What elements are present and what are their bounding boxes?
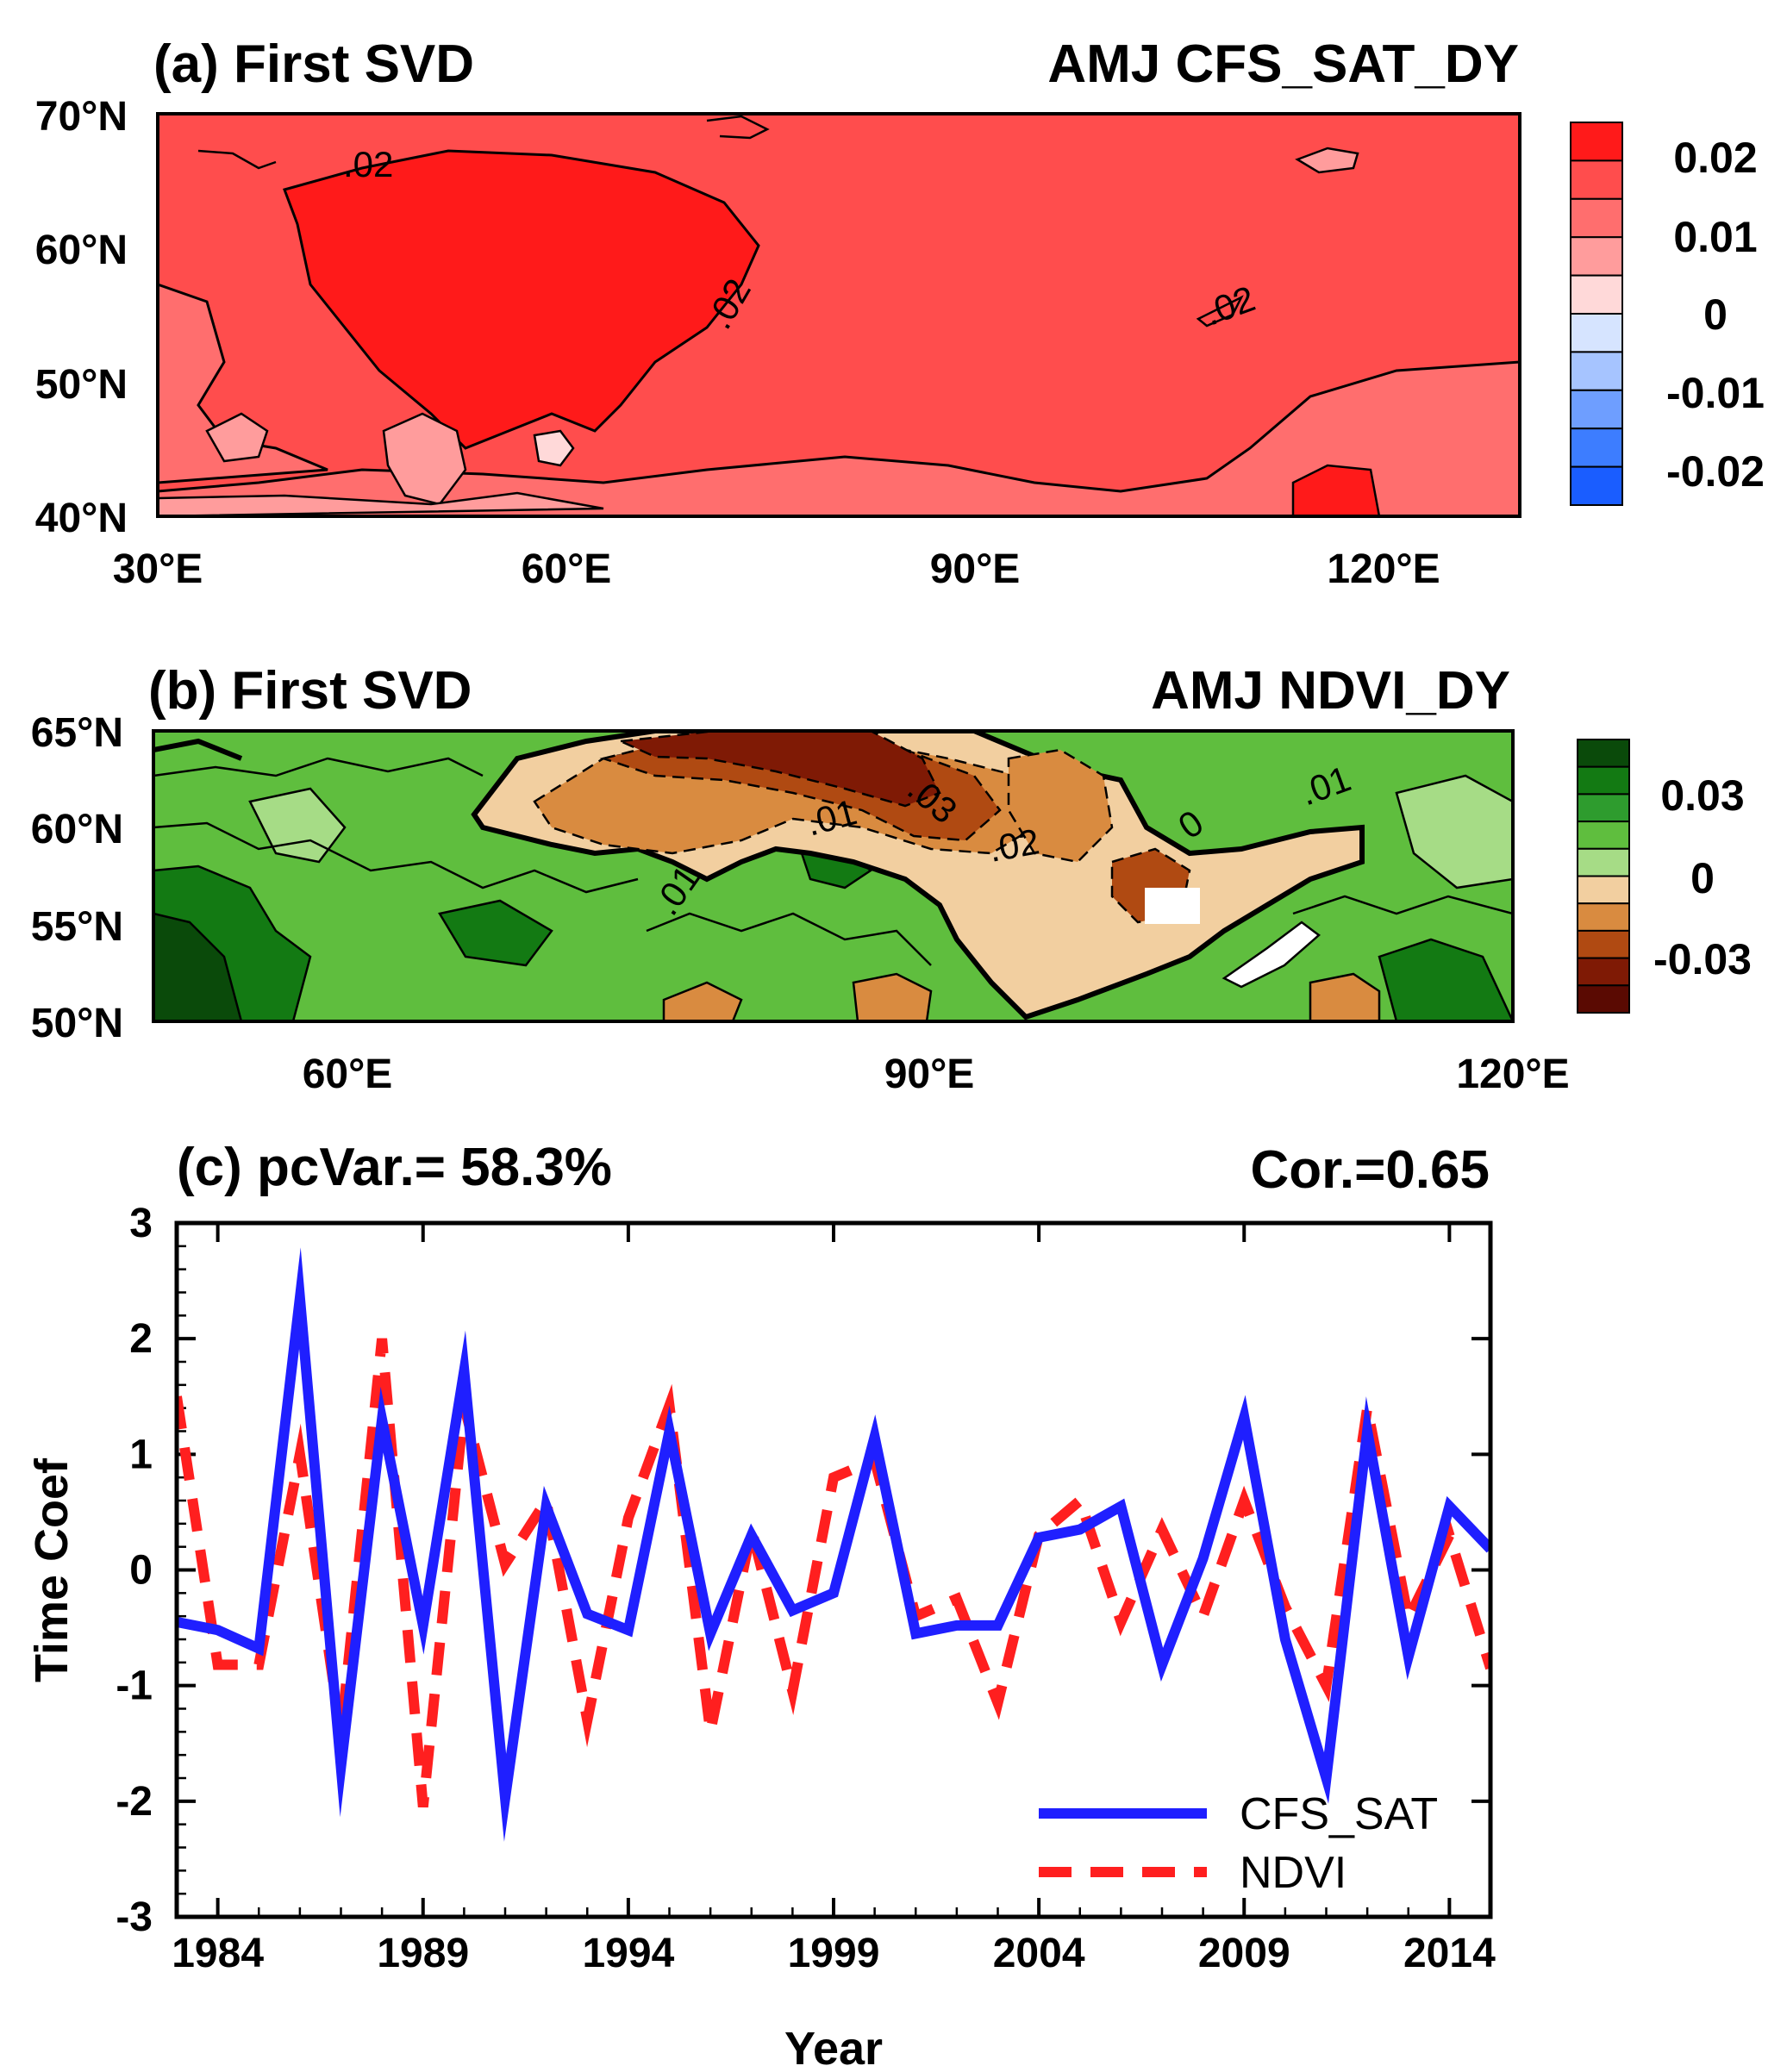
panel-b-colorbar-swatch-7	[1577, 929, 1630, 959]
panel-a-colorbar-swatch-6	[1570, 351, 1623, 391]
panel-b-y-tick-60n: 60°N	[31, 807, 123, 852]
panel-a-title-left: (a) First SVD	[153, 34, 474, 94]
x-tick-label: 2009	[1198, 1931, 1290, 1976]
y-tick-label: 0	[129, 1548, 153, 1594]
x-tick-label: 2014	[1403, 1931, 1496, 1976]
panel-a-contour-label-1: .02	[343, 144, 393, 184]
panel-a: (a) First SVD AMJ CFS_SAT_DY .02 .02 .02…	[35, 34, 1765, 592]
panel-b-colorbar-swatch-4	[1577, 847, 1630, 877]
panel-b-x-tick-120e: 120°E	[1456, 1052, 1569, 1097]
series-line-cfs-sat	[177, 1247, 1490, 1842]
panel-c-series	[177, 1247, 1490, 1842]
panel-a-y-tick-50n: 50°N	[35, 362, 128, 408]
panel-a-colorbar-swatch-7	[1570, 389, 1623, 430]
panel-b-colorbar-labels: 0.03 0 -0.03	[1653, 771, 1752, 983]
panel-a-colorbar-swatch-4	[1570, 274, 1623, 315]
x-tick-label: 1989	[377, 1931, 469, 1976]
panel-b-colorbar-swatch-6	[1577, 902, 1630, 932]
panel-b-contour-label-2: .02	[985, 821, 1042, 869]
panel-a-x-tick-120e: 120°E	[1327, 546, 1440, 592]
panel-b-colorbar-swatch-5	[1577, 875, 1630, 905]
panel-a-x-tick-60e: 60°E	[522, 546, 612, 592]
panel-b-cbar-label-0.03: 0.03	[1660, 771, 1744, 820]
panel-a-colorbar-labels: 0.02 0.01 0 -0.01 -0.02	[1666, 134, 1765, 496]
panel-c-title-left: (c) pcVar.= 58.3%	[177, 1138, 612, 1197]
panel-b: (b) First SVD AMJ NDVI_DY	[31, 661, 1752, 1097]
panel-a-cbar-label-0.01: 0.01	[1673, 213, 1757, 261]
panel-a-cbar-label-neg0.02: -0.02	[1666, 447, 1765, 496]
legend-label-cfs-sat: CFS_SAT	[1240, 1789, 1438, 1839]
panel-a-cbar-label-neg0.01: -0.01	[1666, 369, 1765, 417]
panel-a-title-right: AMJ CFS_SAT_DY	[1047, 34, 1519, 94]
panel-a-map: .02 .02 .02	[158, 114, 1520, 516]
panel-a-colorbar-swatch-0	[1570, 122, 1623, 162]
panel-a-colorbar-swatch-3	[1570, 236, 1623, 277]
panel-c-tick-labels: 3 2 1 0 -1 -2 -3 1984 1989 1994 1999 2004 2009 2014	[116, 1201, 1496, 1976]
x-tick-label: 1999	[788, 1931, 880, 1976]
panel-c-title-right: Cor.=0.65	[1251, 1140, 1490, 1200]
panel-a-cbar-label-0: 0	[1703, 290, 1728, 339]
panel-a-colorbar-swatch-8	[1570, 428, 1623, 468]
panel-b-colorbar-swatch-0	[1577, 739, 1630, 768]
panel-b-cbar-label-0: 0	[1690, 854, 1715, 902]
panel-a-colorbar-swatch-5	[1570, 313, 1623, 353]
panel-a-colorbar-swatch-9	[1570, 465, 1623, 506]
panel-b-y-tick-65n: 65°N	[31, 710, 123, 756]
panel-b-y-axis: 65°N 60°N 55°N 50°N	[31, 710, 123, 1046]
y-tick-label: 3	[129, 1201, 153, 1246]
panel-b-y-tick-55n: 55°N	[31, 904, 123, 950]
panel-b-colorbar-swatch-8	[1577, 957, 1630, 987]
panel-b-map: .03 .02 .01 0 .01 .01	[153, 731, 1513, 1021]
y-tick-label: 2	[129, 1316, 153, 1362]
panel-b-colorbar-swatch-1	[1577, 765, 1630, 796]
panel-b-colorbar-swatch-2	[1577, 793, 1630, 823]
panel-b-colorbar	[1577, 739, 1630, 1014]
panel-b-x-tick-90e: 90°E	[884, 1052, 975, 1097]
y-tick-label: -3	[116, 1894, 153, 1940]
panel-b-x-axis: 60°E 90°E 120°E	[303, 1052, 1570, 1097]
panel-a-x-tick-90e: 90°E	[930, 546, 1021, 592]
panel-a-x-axis: 30°E 60°E 90°E 120°E	[113, 546, 1440, 592]
panel-b-cbar-label-neg0.03: -0.03	[1653, 935, 1752, 983]
y-tick-label: 1	[129, 1432, 153, 1477]
panel-a-y-axis: 70°N 60°N 50°N 40°N	[35, 94, 128, 541]
panel-c: (c) pcVar.= 58.3% Cor.=0.65 3 2 1 0 -1 -2 -3 19…	[26, 1138, 1496, 2072]
panel-c-y-axis-label: Time Coef	[26, 1457, 78, 1682]
panel-a-x-tick-30e: 30°E	[113, 546, 203, 592]
panel-b-y-tick-50n: 50°N	[31, 1001, 123, 1046]
panel-a-colorbar-swatch-2	[1570, 197, 1623, 239]
panel-a-colorbar-swatch-1	[1570, 159, 1623, 200]
panel-a-y-tick-70n: 70°N	[35, 94, 128, 140]
panel-b-x-tick-60e: 60°E	[303, 1052, 393, 1097]
panel-a-max-region	[283, 149, 760, 450]
panel-b-title-left: (b) First SVD	[148, 661, 472, 721]
y-tick-label: -1	[116, 1663, 153, 1709]
panel-b-colorbar-swatch-3	[1577, 821, 1630, 850]
panel-b-colorbar-swatch-9	[1577, 984, 1630, 1014]
panel-a-y-tick-40n: 40°N	[35, 496, 128, 541]
panel-c-legend: CFS_SAT NDVI	[1039, 1789, 1438, 1898]
panel-a-cbar-label-0.02: 0.02	[1673, 134, 1757, 182]
panel-c-x-axis-label: Year	[784, 2023, 883, 2072]
legend-label-ndvi: NDVI	[1240, 1848, 1346, 1898]
panel-a-colorbar	[1570, 122, 1623, 506]
x-tick-label: 1994	[582, 1931, 674, 1976]
x-tick-label: 2004	[993, 1931, 1085, 1976]
y-tick-label: -2	[116, 1779, 153, 1825]
panel-b-title-right: AMJ NDVI_DY	[1151, 661, 1510, 721]
x-tick-label: 1984	[172, 1931, 264, 1976]
panel-a-y-tick-60n: 60°N	[35, 228, 128, 273]
